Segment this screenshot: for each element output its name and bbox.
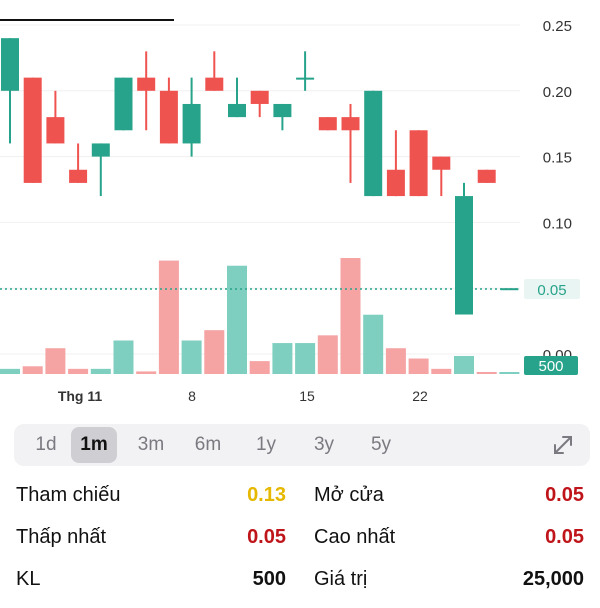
volume-bar	[181, 340, 202, 374]
candle-body	[159, 90, 178, 144]
candle-body	[364, 90, 383, 197]
candle-body	[500, 288, 519, 291]
last-volume-label: 500	[538, 358, 563, 375]
volume-bar	[0, 368, 20, 374]
tab-1d[interactable]: 1d	[35, 434, 57, 455]
volume-bar	[317, 335, 338, 374]
volume-bar	[158, 260, 179, 374]
candle-body	[455, 196, 473, 315]
last-volume-badge: 500	[524, 356, 578, 375]
candle-body	[432, 156, 451, 170]
x-tick-label: 8	[188, 388, 196, 404]
candle-body	[477, 169, 496, 183]
candle-body	[182, 103, 201, 144]
expand-icon[interactable]	[550, 432, 576, 458]
ref-value: 0.13	[247, 484, 286, 506]
candle-body	[296, 77, 315, 80]
y-axis-labels: 0.250.200.150.100.050.00	[543, 18, 572, 364]
tab-6m[interactable]: 6m	[194, 434, 222, 455]
candle-body	[1, 38, 19, 91]
last-price-label: 0.05	[537, 282, 566, 299]
vol-label: KL	[16, 568, 41, 590]
x-tick-label: 15	[299, 388, 315, 404]
volume-bar	[249, 361, 270, 374]
volume-bar	[340, 258, 361, 374]
x-tick-label: 22	[412, 388, 428, 404]
range-tabs: 1d 1m 3m 6m 1y 3y 5y	[14, 424, 590, 466]
volume-bar	[136, 371, 157, 374]
volume-bar	[408, 358, 429, 374]
candle-body	[69, 169, 88, 183]
high-label: Cao nhất	[314, 526, 396, 548]
candle-body	[205, 77, 224, 91]
vol-value: 500	[252, 568, 286, 590]
volume-bar	[363, 314, 384, 374]
ref-label: Tham chiếu	[16, 484, 121, 506]
candle-body	[137, 77, 156, 91]
candle-body	[23, 77, 42, 183]
candle-body	[46, 117, 65, 144]
volume-bar	[204, 330, 225, 374]
y-tick-label: 0.25	[543, 18, 572, 35]
tab-3y[interactable]: 3y	[313, 434, 335, 455]
volume-bar	[454, 355, 474, 374]
tab-1y[interactable]: 1y	[255, 434, 277, 455]
y-tick-label: 0.15	[543, 150, 572, 167]
candle-body	[228, 103, 246, 118]
volume-bar	[272, 343, 293, 374]
tab-3m[interactable]: 3m	[137, 434, 165, 455]
low-label: Thấp nhất	[16, 526, 107, 548]
stats-row-1: Tham chiếu 0.13 Mở cửa 0.05	[0, 484, 600, 524]
volume-bar	[22, 366, 43, 374]
y-tick-label: 0.20	[543, 84, 572, 101]
volume-bar	[45, 348, 66, 374]
open-label: Mở cửa	[314, 484, 384, 506]
volume-bar	[68, 368, 89, 374]
stats-row-2: Thấp nhất 0.05 Cao nhất 0.05	[0, 526, 600, 566]
candle-body	[386, 169, 405, 197]
stats-row-3: KL 500 Giá trị 25,000	[0, 568, 600, 608]
volume-bar	[295, 343, 316, 374]
value-value: 25,000	[522, 568, 584, 590]
candle-body	[114, 77, 133, 131]
candlesticks	[1, 38, 519, 315]
x-tick-label: Thg 11	[58, 388, 103, 404]
volume-bar	[431, 368, 452, 374]
volume-bars	[0, 258, 520, 374]
volume-bar	[385, 348, 406, 374]
tab-5y[interactable]: 5y	[370, 434, 392, 455]
x-axis-labels: Thg 11 8 15 22	[58, 388, 428, 404]
last-price-badge: 0.05	[524, 279, 580, 299]
y-tick-label: 0.10	[543, 215, 572, 232]
volume-bar	[499, 372, 520, 374]
candle-body	[341, 117, 360, 131]
tab-1m[interactable]: 1m	[71, 427, 117, 463]
low-value: 0.05	[247, 526, 286, 548]
candle-body	[250, 90, 269, 104]
candle-body	[273, 103, 292, 118]
candle-body	[318, 117, 337, 131]
candle-body	[409, 130, 428, 197]
high-value: 0.05	[545, 526, 584, 548]
value-label: Giá trị	[314, 568, 368, 590]
volume-bar	[227, 265, 247, 374]
volume-bar	[90, 368, 111, 374]
candle-body	[91, 143, 110, 157]
volume-bar	[113, 340, 134, 374]
open-value: 0.05	[545, 484, 584, 506]
volume-bar	[476, 372, 497, 374]
